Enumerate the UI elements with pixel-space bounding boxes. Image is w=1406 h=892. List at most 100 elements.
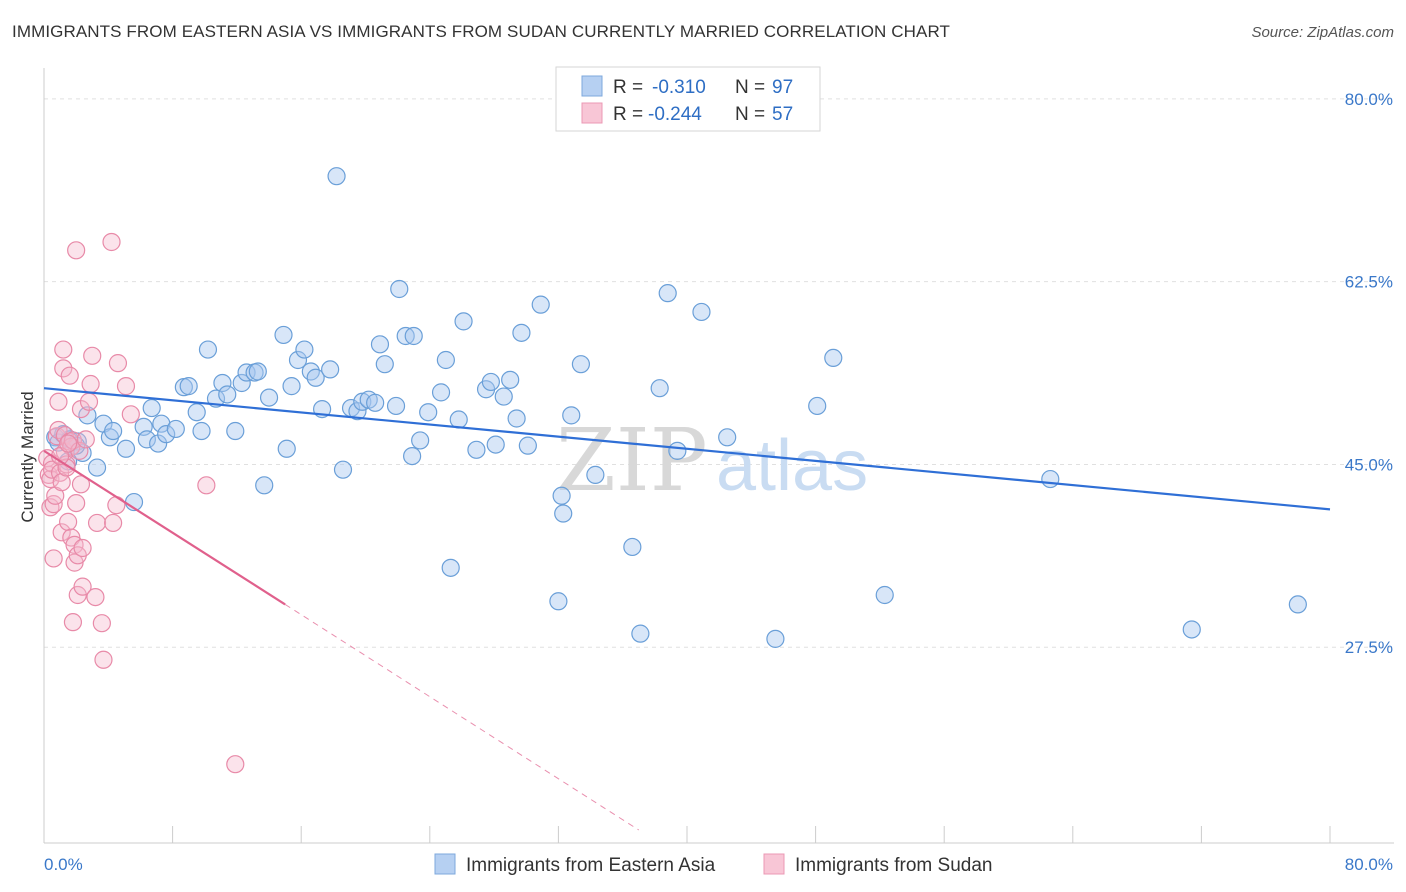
trend-lines <box>43 387 1331 831</box>
sudan-point-38 <box>73 538 92 558</box>
eastern-asia-point-7 <box>87 458 107 477</box>
eastern-asia-point-78 <box>562 406 581 425</box>
eastern-asia-point-62 <box>441 558 460 577</box>
eastern-asia-point-81 <box>623 537 642 557</box>
sudan-point-43 <box>86 587 105 607</box>
eastern-asia-point-75 <box>549 592 568 611</box>
eastern-asia-point-83 <box>650 379 669 398</box>
eastern-asia-point-22 <box>187 403 206 422</box>
y-axis-label: Currently Married <box>18 391 37 522</box>
bottom-legend-swatch-sudan <box>763 853 785 875</box>
eastern-asia-point-23 <box>192 421 211 441</box>
eastern-asia-point-45 <box>333 460 353 479</box>
eastern-asia-point-84 <box>658 284 677 303</box>
sudan-point-32 <box>68 585 87 605</box>
sudan-point-37 <box>73 577 92 596</box>
eastern-asia-point-71 <box>507 409 526 428</box>
eastern-asia-point-64 <box>454 312 473 331</box>
eastern-asia-point-19 <box>166 419 185 439</box>
sudan-trend-line <box>43 449 286 606</box>
sudan-point-14 <box>52 523 71 542</box>
sudan-point-3 <box>41 498 60 517</box>
eastern-asia-point-91 <box>875 585 894 605</box>
legend-n-label-1: N = <box>735 77 765 98</box>
bottom-legend-swatch-eastern-asia <box>434 853 456 875</box>
eastern-asia-point-63 <box>449 410 468 429</box>
eastern-asia-point-35 <box>274 325 293 345</box>
sudan-point-48 <box>104 513 123 533</box>
eastern-asia-point-80 <box>586 465 605 484</box>
x-tick-label-1: 80.0% <box>1345 855 1393 874</box>
eastern-asia-point-73 <box>518 436 537 455</box>
eastern-asia-point-85 <box>668 441 687 460</box>
legend-swatch-sudan <box>581 102 603 124</box>
sudan-point-30 <box>67 493 86 513</box>
eastern-asia-point-53 <box>386 396 406 416</box>
sudan-point-40 <box>79 392 99 411</box>
eastern-asia-point-5 <box>73 443 92 463</box>
sudan-point-42 <box>83 346 102 365</box>
eastern-asia-point-70 <box>501 370 520 389</box>
legend-r-label-2: R = <box>613 104 643 125</box>
eastern-asia-point-89 <box>808 396 827 416</box>
x-tick-label-0: 0.0% <box>44 855 83 874</box>
eastern-asia-point-67 <box>481 372 500 392</box>
eastern-asia-point-11 <box>116 439 136 458</box>
sudan-point-31 <box>67 241 86 260</box>
sudan-point-26 <box>63 431 83 450</box>
eastern-asia-point-21 <box>179 377 198 396</box>
eastern-asia-point-57 <box>404 326 423 346</box>
eastern-asia-point-34 <box>259 388 279 407</box>
eastern-asia-point-43 <box>321 360 340 379</box>
sudan-point-56 <box>59 434 78 453</box>
y-tick-label-1: 45.0% <box>1345 455 1393 474</box>
legend-n-label-2: N = <box>735 104 765 125</box>
eastern-asia-point-79 <box>571 355 591 374</box>
sudan-point-46 <box>94 650 113 669</box>
series-legend: Immigrants from Eastern Asia Immigrants … <box>434 853 992 876</box>
stats-legend: R = -0.310 N = 97 R = -0.244 N = 57 <box>555 66 821 132</box>
watermark-zip: ZIP <box>556 411 708 511</box>
eastern-asia-point-60 <box>431 383 451 402</box>
eastern-asia-point-65 <box>467 440 486 459</box>
sudan-point-51 <box>116 377 136 396</box>
sudan-point-49 <box>107 496 126 515</box>
eastern-asia-point-32 <box>248 362 267 381</box>
sudan-point-13 <box>52 473 71 492</box>
eastern-asia-point-39 <box>295 340 314 359</box>
eastern-asia-point-82 <box>631 624 650 643</box>
sudan-point-52 <box>121 405 140 424</box>
sudan-point-54 <box>226 755 245 774</box>
eastern-asia-point-44 <box>327 167 346 186</box>
eastern-asia-point-93 <box>1182 620 1201 639</box>
eastern-asia-point-90 <box>824 348 843 368</box>
sudan-point-45 <box>92 614 111 633</box>
eastern-asia-point-41 <box>306 368 325 387</box>
sudan-point-10 <box>49 392 68 411</box>
sudan-point-53 <box>197 476 216 495</box>
eastern-asia-point-15 <box>142 398 161 418</box>
sudan-point-21 <box>59 512 78 531</box>
sudan-trend-extension <box>284 603 640 831</box>
eastern-asia-point-27 <box>218 385 237 404</box>
eastern-asia-point-28 <box>226 421 245 441</box>
sudan-point-47 <box>102 232 121 252</box>
legend-r-value-1: -0.310 <box>652 77 706 98</box>
legend-n-value-1: 97 <box>772 77 793 98</box>
sudan-point-2 <box>41 469 60 489</box>
bottom-legend-label-sudan: Immigrants from Sudan <box>795 855 992 876</box>
y-tick-label-2: 62.5% <box>1345 273 1393 292</box>
series-eastern-asia-points <box>46 167 1307 648</box>
eastern-asia-point-14 <box>137 430 156 449</box>
eastern-asia-point-10 <box>104 421 123 441</box>
eastern-asia-point-38 <box>288 350 308 370</box>
sudan-point-6 <box>44 549 63 568</box>
watermark: ZIP atlas <box>556 411 868 511</box>
bottom-legend-label-eastern-asia: Immigrants from Eastern Asia <box>466 855 716 876</box>
y-tick-label-0: 27.5% <box>1345 638 1393 657</box>
eastern-asia-point-51 <box>370 335 390 354</box>
eastern-asia-point-26 <box>213 373 232 393</box>
series-sudan-points <box>38 232 245 774</box>
y-tick-label-3: 80.0% <box>1345 90 1393 109</box>
